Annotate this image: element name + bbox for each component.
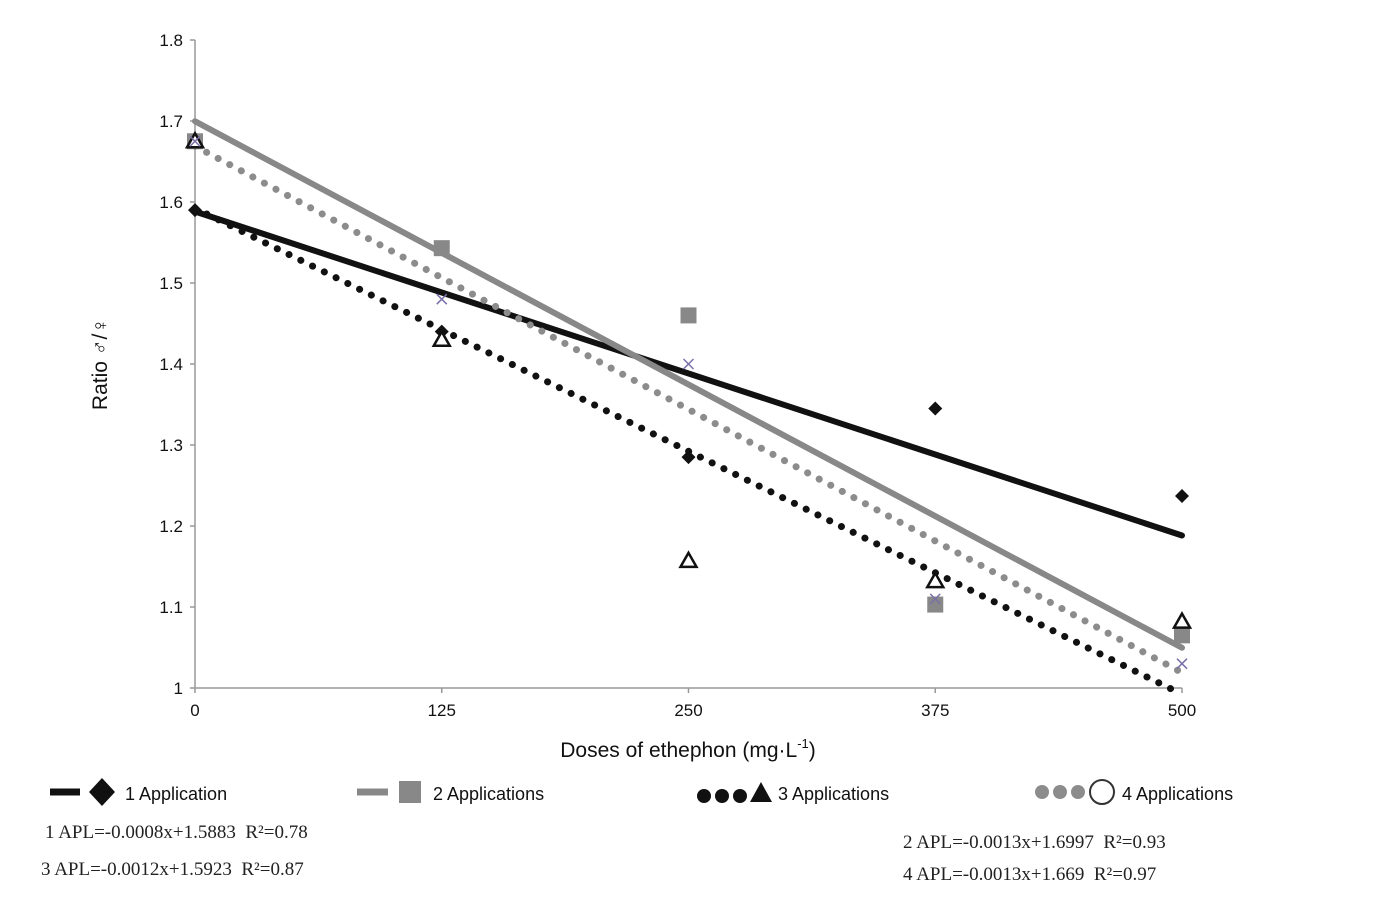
equation-2: 2 APL=-0.0013x+1.6997 R²=0.93 bbox=[903, 832, 1166, 853]
legend-dot-icon bbox=[1071, 785, 1085, 799]
trendline-series-4 bbox=[191, 142, 1186, 677]
equation-1: 1 APL=-0.0008x+1.5883 R²=0.78 bbox=[45, 822, 308, 843]
legend: 1 Application 2 Applications 3 Applicati… bbox=[50, 778, 1233, 806]
point-series-4 bbox=[189, 135, 201, 147]
legend-label-3: 3 Applications bbox=[778, 784, 889, 804]
legend-item-4: 4 Applications bbox=[1035, 779, 1233, 805]
legend-dot-icon bbox=[697, 789, 711, 803]
y-tick-label: 1.7 bbox=[159, 112, 183, 131]
point-series-1 bbox=[928, 401, 943, 416]
equation-4: 4 APL=-0.0013x+1.669 R²=0.97 bbox=[903, 864, 1156, 885]
legend-dot-icon bbox=[1053, 785, 1067, 799]
legend-dot-icon bbox=[1035, 785, 1049, 799]
y-tick-label: 1.2 bbox=[159, 517, 183, 536]
point-series-3 bbox=[678, 550, 699, 569]
x-tick-label: 125 bbox=[428, 701, 456, 720]
legend-dot-icon bbox=[715, 789, 729, 803]
point-series-1 bbox=[681, 450, 696, 465]
legend-dot-icon bbox=[733, 789, 747, 803]
point-series-2 bbox=[1174, 627, 1190, 644]
x-tick-label: 375 bbox=[921, 701, 949, 720]
point-series-2 bbox=[927, 596, 944, 613]
x-axis-title-main: Doses of ethephon (mg·L bbox=[560, 739, 797, 762]
y-tick-label: 1.3 bbox=[159, 436, 183, 455]
point-series-3 bbox=[431, 329, 452, 347]
y-tick-label: 1.8 bbox=[159, 31, 183, 50]
x-tick-label: 250 bbox=[674, 701, 702, 720]
point-series-1 bbox=[188, 203, 202, 218]
x-axis-title: Doses of ethephon (mg·L-1) bbox=[560, 736, 816, 762]
legend-item-1: 1 Application bbox=[50, 778, 227, 806]
point-series-2 bbox=[433, 240, 450, 257]
legend-item-2: 2 Applications bbox=[357, 781, 544, 804]
point-series-4 bbox=[436, 293, 448, 305]
point-series-4 bbox=[682, 358, 695, 370]
equations: 1 APL=-0.0008x+1.5883 R²=0.78 3 APL=-0.0… bbox=[41, 822, 1166, 885]
y-tick-label: 1.5 bbox=[159, 274, 183, 293]
point-series-3 bbox=[1171, 611, 1193, 629]
point-series-4 bbox=[929, 593, 941, 605]
trendline-series-1 bbox=[192, 208, 1185, 539]
legend-item-3: 3 Applications bbox=[697, 782, 889, 804]
x-axis-title-close: ) bbox=[809, 739, 816, 762]
y-tick-label: 1.6 bbox=[159, 193, 183, 212]
trendline-series-2 bbox=[192, 118, 1185, 651]
y-tick-label: 1.4 bbox=[159, 355, 183, 374]
x-axis-title-sup: -1 bbox=[797, 736, 809, 751]
x-tick-label: 0 bbox=[190, 701, 199, 720]
point-series-4 bbox=[1176, 658, 1188, 670]
point-series-3 bbox=[925, 570, 946, 589]
legend-label-2: 2 Applications bbox=[433, 784, 544, 804]
point-series-2 bbox=[680, 307, 697, 324]
legend-square-icon bbox=[399, 781, 421, 803]
legend-label-4: 4 Applications bbox=[1122, 784, 1233, 804]
equation-3: 3 APL=-0.0012x+1.5923 R²=0.87 bbox=[41, 859, 304, 880]
x-tick-label: 500 bbox=[1168, 701, 1196, 720]
y-axis-title: Ratio ♂/♀ bbox=[89, 318, 112, 410]
legend-diamond-icon bbox=[89, 778, 115, 806]
point-series-1 bbox=[1175, 489, 1189, 504]
legend-triangle-icon bbox=[750, 782, 772, 802]
legend-label-1: 1 Application bbox=[125, 784, 227, 804]
legend-open-circle-icon bbox=[1089, 779, 1115, 805]
y-tick-label: 1 bbox=[174, 679, 183, 698]
y-tick-label: 1.1 bbox=[159, 598, 183, 617]
